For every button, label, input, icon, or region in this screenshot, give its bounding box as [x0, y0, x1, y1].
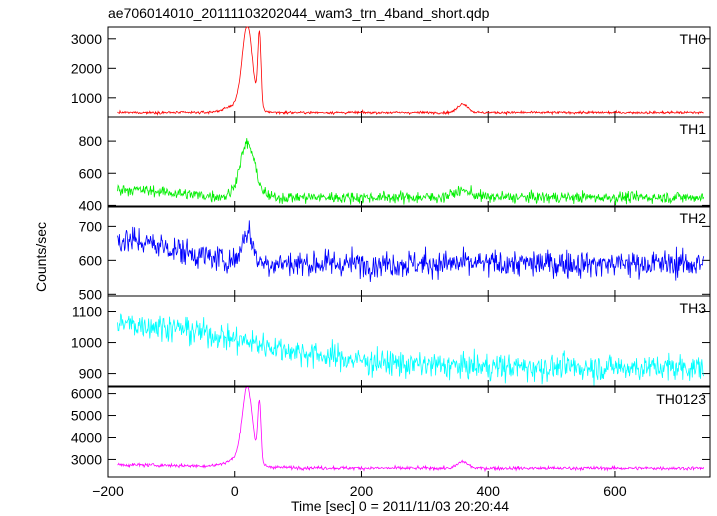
- y-tick-label: 4000: [71, 429, 102, 445]
- x-tick-label: 400: [477, 483, 501, 499]
- panel-label-th3: TH3: [680, 300, 707, 316]
- y-tick-label: 6000: [71, 386, 102, 402]
- x-tick-label: 200: [350, 483, 374, 499]
- panel-label-th1: TH1: [680, 121, 707, 137]
- panel-label-th0: TH0: [680, 31, 707, 47]
- panel-frame-th3: [107, 295, 711, 387]
- series-line-th3: [117, 313, 705, 386]
- series-line-th0123: [117, 386, 705, 473]
- series-line-th0: [117, 26, 704, 116]
- y-tick-label: 400: [79, 197, 103, 213]
- y-tick-label: 3000: [71, 451, 102, 467]
- y-tick-label: 5000: [71, 408, 102, 424]
- panel-label-th0123: TH0123: [656, 391, 706, 407]
- y-tick-label: 3000: [71, 31, 102, 47]
- chart-title: ae706014010_20111103202044_wam3_trn_4ban…: [108, 5, 490, 21]
- panel-frame-th1: [107, 116, 711, 208]
- y-tick-label: 800: [79, 133, 103, 149]
- y-axis-label: Counts/sec: [33, 222, 49, 292]
- panel-frame-th0: [107, 26, 711, 118]
- x-axis-label: Time [sec] 0 = 2011/11/03 20:20:44: [291, 498, 509, 514]
- x-tick-label: 0: [231, 483, 239, 499]
- x-tick-label: 600: [603, 483, 627, 499]
- y-tick-label: 700: [79, 218, 103, 234]
- series-line-th2: [117, 220, 705, 283]
- y-tick-label: 500: [79, 286, 103, 302]
- y-tick-label: 1000: [71, 90, 102, 106]
- panel-label-th2: TH2: [680, 210, 707, 226]
- y-tick-label: 1100: [72, 304, 102, 320]
- y-tick-label: 1000: [71, 335, 102, 351]
- y-tick-label: 600: [79, 165, 103, 181]
- y-tick-label: 600: [79, 252, 103, 268]
- y-tick-label: 900: [79, 366, 103, 382]
- x-tick-label: −200: [92, 483, 124, 499]
- series-line-th1: [117, 138, 705, 206]
- panel-frame-th0123: [107, 386, 711, 478]
- y-tick-label: 2000: [71, 60, 102, 76]
